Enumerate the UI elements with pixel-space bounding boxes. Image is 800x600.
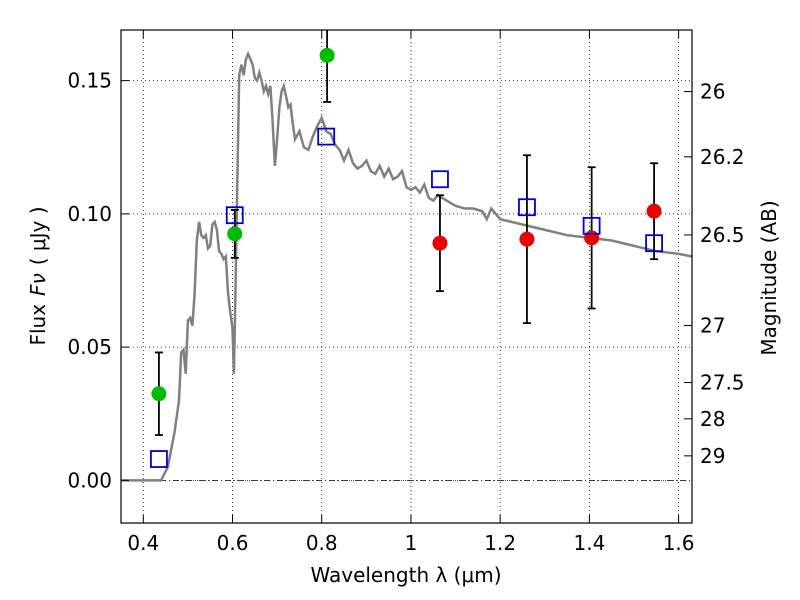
y-tick-labels: 0.00 0.05 0.10 0.15 bbox=[67, 69, 112, 493]
y-axis-label-unit: ( μJy ) bbox=[26, 206, 50, 265]
x-axis-label: Wavelength λ (μm) bbox=[310, 563, 501, 587]
model-photometry-square bbox=[317, 127, 336, 146]
y-axis-label-text: Flux bbox=[26, 304, 50, 346]
magnitude-tick-label: 26 bbox=[700, 80, 725, 104]
model-photometry-square bbox=[150, 450, 168, 468]
y-axis-label: Flux Fν ( μJy ) bbox=[26, 206, 50, 345]
plot-area bbox=[121, 50, 692, 482]
x-tick-label: 0.8 bbox=[306, 531, 338, 555]
red-data-point bbox=[646, 203, 662, 219]
axes-frame bbox=[120, 29, 693, 524]
y-axis-label-symbol: Fν bbox=[26, 273, 50, 296]
magnitude-tick-label: 26.5 bbox=[700, 223, 745, 247]
y-tick-label: 0.00 bbox=[67, 468, 112, 492]
model-spectrum-line bbox=[121, 50, 692, 482]
model-photometry-square bbox=[431, 170, 449, 189]
y-tick-label: 0.05 bbox=[67, 335, 112, 359]
right-axis-label: Magnitude (AB) bbox=[757, 200, 781, 355]
red-data-point bbox=[584, 230, 600, 246]
x-tick-labels: 0.4 0.6 0.8 1 1.2 1.4 1.6 bbox=[127, 531, 694, 555]
green-data-point bbox=[227, 226, 243, 242]
red-data-point bbox=[519, 231, 535, 247]
y-tick-label: 0.10 bbox=[67, 202, 112, 226]
magnitude-tick-label: 26.2 bbox=[700, 145, 745, 169]
x-tick-label: 1.4 bbox=[573, 531, 605, 555]
model-photometry-square bbox=[582, 216, 601, 235]
magnitude-tick-label: 27 bbox=[700, 314, 725, 338]
magnitude-tick-label: 28 bbox=[700, 407, 725, 431]
x-tick-label: 1.6 bbox=[663, 531, 695, 555]
x-tick-label: 1.2 bbox=[484, 531, 516, 555]
y-tick-label: 0.15 bbox=[67, 69, 112, 93]
x-tick-label: 0.4 bbox=[127, 531, 159, 555]
model-photometry-square bbox=[645, 234, 663, 253]
model-photometry-square bbox=[225, 206, 244, 225]
data-markers bbox=[150, 47, 663, 468]
magnitude-tick-label: 29 bbox=[700, 444, 725, 468]
x-tick-label: 1 bbox=[405, 531, 418, 555]
grid-lines bbox=[121, 30, 692, 523]
axis-ticks bbox=[121, 30, 692, 523]
magnitude-tick-label: 27.5 bbox=[700, 371, 745, 395]
green-data-point bbox=[151, 386, 167, 402]
model-photometry-square bbox=[518, 198, 536, 217]
red-data-point bbox=[432, 235, 448, 251]
magnitude-tick-labels: 26 26.2 26.5 27 27.5 28 29 bbox=[700, 80, 745, 468]
x-tick-label: 0.6 bbox=[217, 531, 249, 555]
green-data-point bbox=[319, 47, 335, 63]
